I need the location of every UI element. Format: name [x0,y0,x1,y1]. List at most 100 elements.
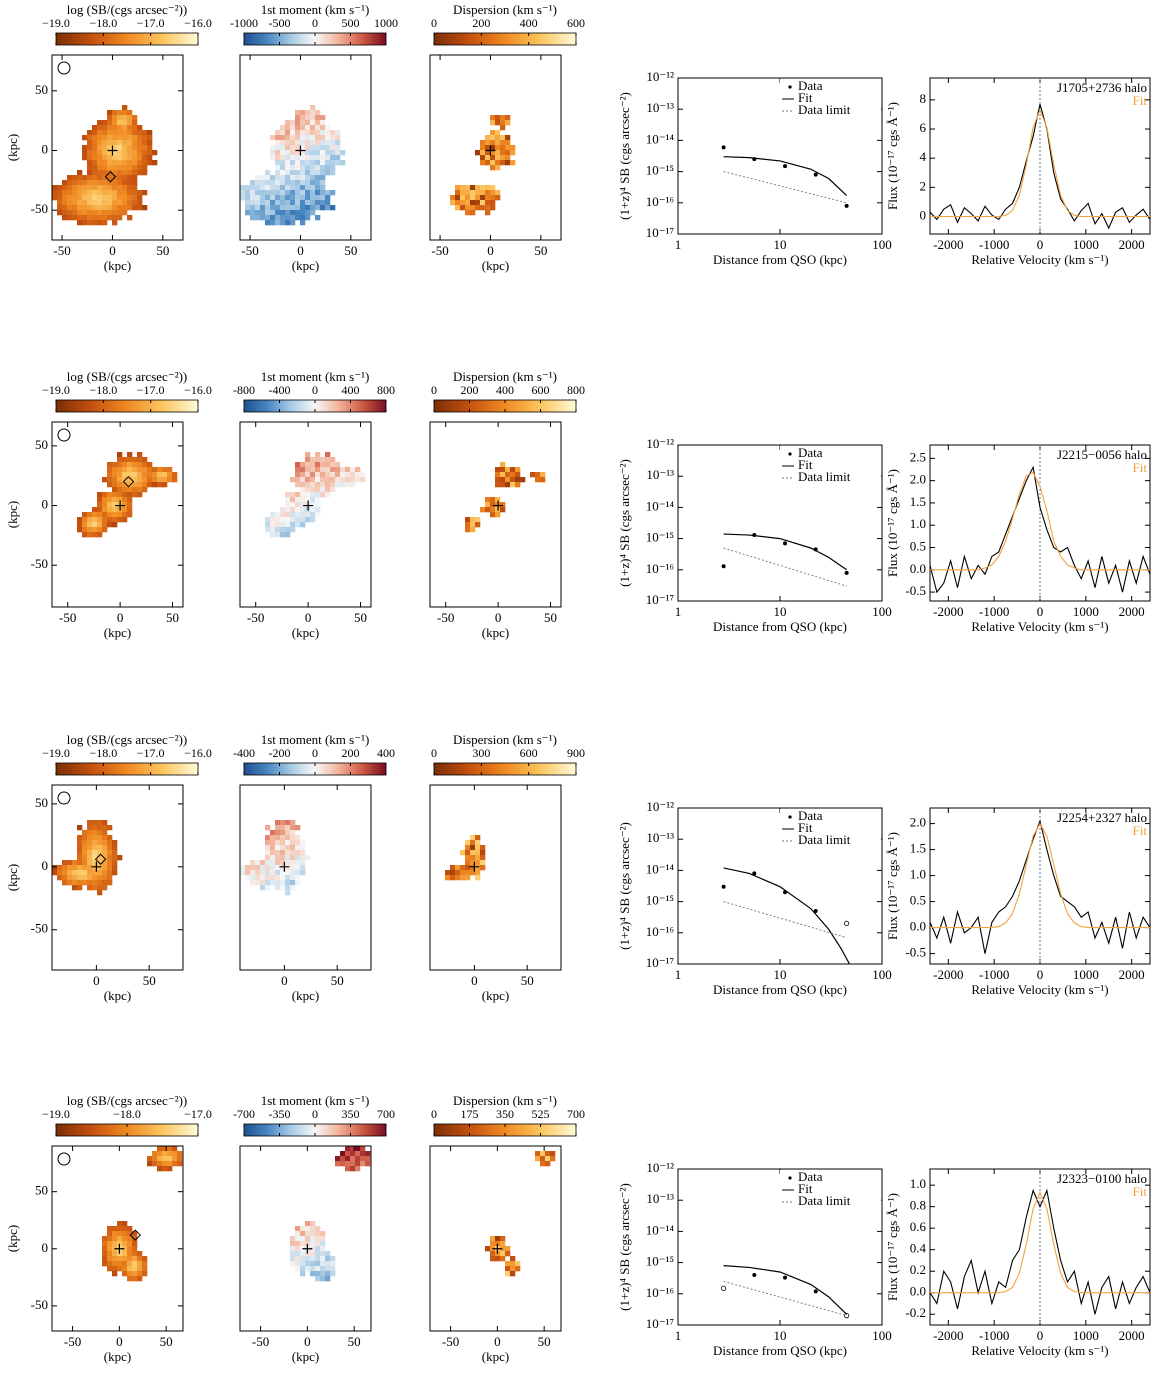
map-pixel [310,110,316,116]
map-pixel [82,835,88,841]
map-pixel [315,130,321,136]
map-pixel [270,200,276,206]
y-tick-label: 0.2 [910,1262,926,1277]
map-pixel [295,165,301,171]
map-pixel [112,855,118,861]
map-pixel [310,135,316,141]
map-pixel [330,467,336,473]
map-pixel [122,517,128,523]
map-pixel [350,482,356,488]
map-pixel [245,205,251,211]
map-pixel [117,205,123,211]
map-pixel [505,1251,511,1257]
map-pixel [305,130,311,136]
map-pixel [127,487,133,493]
x-tick-label: 50 [156,243,169,258]
map-pixel [112,115,118,121]
map-pixel [275,195,281,201]
fit-line [930,1191,1150,1294]
map-pixel [77,200,83,206]
qso-marker [114,1243,125,1254]
map-pixel [87,140,93,146]
map-pixel [315,467,321,473]
map-pixel [310,512,316,518]
map-pixel [295,1226,301,1232]
map-pixel [350,1161,356,1167]
map-pixel [290,517,296,523]
legend-marker [788,815,792,819]
map-pixel [300,855,306,861]
map-pixel [142,1266,148,1272]
map-pixel [305,497,311,503]
map-pixel [305,140,311,146]
fit-line [930,471,1150,571]
map-pixel [67,875,73,881]
map-pixel [117,165,123,171]
map-pixel [67,195,73,201]
map-pixel [475,190,481,196]
map-pixel [112,195,118,201]
map-pixel [280,145,286,151]
map-pixel [122,472,128,478]
map-pixel [475,205,481,211]
y-tick-label: 10⁻¹⁶ [646,561,674,576]
x-tick-label: -50 [431,243,448,258]
peak-marker [129,1229,141,1241]
map-pixel [127,1276,133,1282]
map-pixel [92,180,98,186]
map-pixel [122,120,128,126]
map-pixel [340,467,346,473]
map-pixel [265,527,271,533]
map-pixel [142,145,148,151]
map-pixel [360,1151,366,1157]
map-pixel [325,1261,331,1267]
map-pixel [117,467,123,473]
map-pixel [275,150,281,156]
map-pixel [132,195,138,201]
map-pixel [485,205,491,211]
colorbar-tick-label: 500 [342,16,360,30]
map-pixel [127,200,133,206]
map-pixel [122,165,128,171]
y-tick-label: 10⁻¹⁵ [646,893,674,908]
map-pixel [515,477,521,483]
map-pixel [500,462,506,468]
map-pixel [97,850,103,856]
map-pixel [285,190,291,196]
y-tick-label: 4 [920,149,927,164]
map-pixel [127,155,133,161]
map-pixel [280,190,286,196]
map-pixel [97,870,103,876]
map-pixel [265,205,271,211]
map-pixel [305,462,311,468]
legend-label: Data limit [798,1193,851,1208]
map-pixel [480,205,486,211]
map-pixel [465,517,471,523]
x-tick-label: -2000 [933,1328,963,1343]
map-pixel [295,502,301,508]
map-pixel [280,130,286,136]
map-pixel [250,190,256,196]
map-pixel [102,835,108,841]
colorbar-tick-label: −19.0 [42,383,70,397]
map-pixel [310,1271,316,1277]
map-pixel [305,482,311,488]
map-pixel [127,110,133,116]
emission-map [450,115,516,216]
map-pixel [285,527,291,533]
map-pixel [365,1151,371,1157]
map-pixel [127,512,133,518]
map-pixel [295,517,301,523]
map-pixel [445,875,451,881]
y-tick-label: 1.5 [910,494,926,509]
y-tick-label: -0.2 [905,1305,926,1320]
map-pixel [97,150,103,156]
colorbar-tick-label: −18.0 [89,16,117,30]
colorbar-tick-label: −16.0 [184,16,212,30]
map-pixel [255,180,261,186]
map-pixel [320,492,326,498]
map-pixel [320,487,326,493]
map-pixel [305,120,311,126]
colorbar-tick-label: −19.0 [42,1107,70,1121]
map-pixel [127,467,133,473]
